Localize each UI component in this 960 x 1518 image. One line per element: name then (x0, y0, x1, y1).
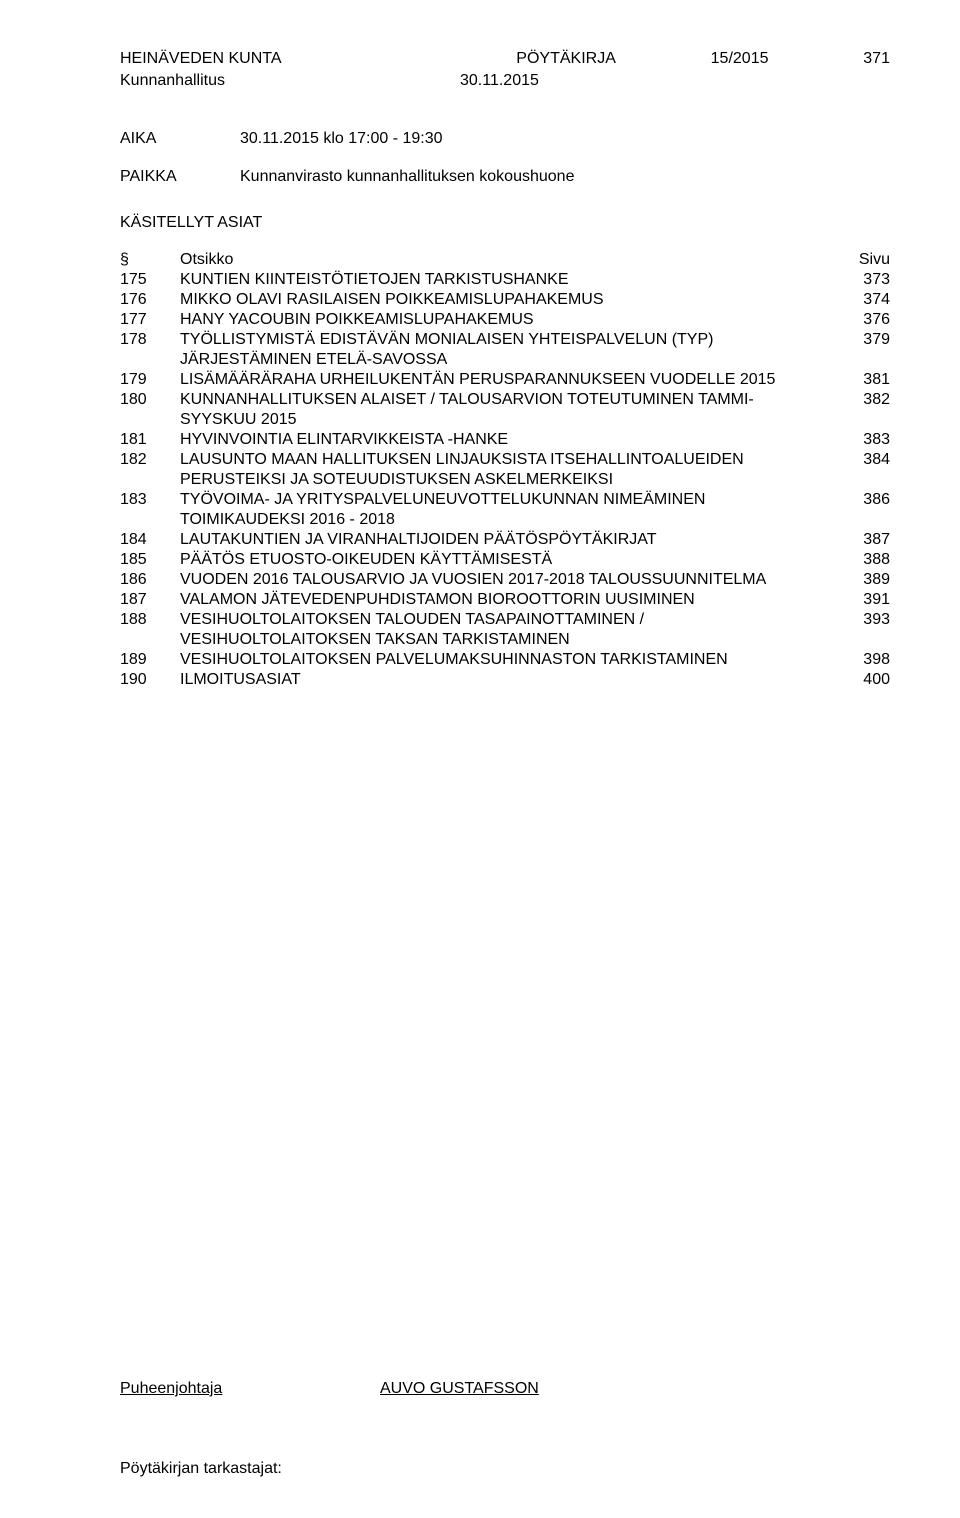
table-row: 186VUODEN 2016 TALOUSARVIO JA VUOSIEN 20… (120, 570, 890, 590)
item-number: 175 (120, 270, 180, 290)
item-page: 373 (830, 270, 890, 290)
col-header-section: § (120, 250, 180, 270)
item-title: MIKKO OLAVI RASILAISEN POIKKEAMISLUPAHAK… (180, 290, 830, 310)
subheader-line: Kunnanhallitus 30.11.2015 (120, 72, 890, 90)
item-title: LAUTAKUNTIEN JA VIRANHALTIJOIDEN PÄÄTÖSP… (180, 530, 830, 550)
item-number: 182 (120, 450, 180, 470)
col-header-title: Otsikko (180, 250, 830, 270)
item-page: 386 (830, 490, 890, 510)
item-title: KUNTIEN KIINTEISTÖTIETOJEN TARKISTUSHANK… (180, 270, 830, 290)
section-title: KÄSITELLYT ASIAT (120, 214, 890, 232)
item-number: 189 (120, 650, 180, 670)
item-title: VESIHUOLTOLAITOKSEN TALOUDEN TASAPAINOTT… (180, 610, 830, 650)
item-page: 384 (830, 450, 890, 470)
table-row: 177HANY YACOUBIN POIKKEAMISLUPAHAKEMUS37… (120, 310, 890, 330)
item-title: ILMOITUSASIAT (180, 670, 830, 690)
table-row: 181HYVINVOINTIA ELINTARVIKKEISTA -HANKE3… (120, 430, 890, 450)
item-number: 178 (120, 330, 180, 350)
item-title: LISÄMÄÄRÄRAHA URHEILUKENTÄN PERUSPARANNU… (180, 370, 830, 390)
signature-name: AUVO GUSTAFSSON (380, 1380, 890, 1398)
document-number: 15/2015 (711, 50, 769, 68)
item-title: TYÖVOIMA- JA YRITYSPALVELUNEUVOTTELUKUNN… (180, 490, 830, 530)
org-name: HEINÄVEDEN KUNTA (120, 50, 282, 68)
item-page: 379 (830, 330, 890, 350)
item-page: 382 (830, 390, 890, 410)
item-page: 400 (830, 670, 890, 690)
item-page: 398 (830, 650, 890, 670)
item-number: 179 (120, 370, 180, 390)
table-row: 175KUNTIEN KIINTEISTÖTIETOJEN TARKISTUSH… (120, 270, 890, 290)
item-page: 383 (830, 430, 890, 450)
agenda-table: § Otsikko Sivu 175KUNTIEN KIINTEISTÖTIET… (120, 250, 890, 690)
item-page: 388 (830, 550, 890, 570)
document-page: HEINÄVEDEN KUNTA PÖYTÄKIRJA 15/2015 371 … (0, 0, 960, 1518)
item-page: 387 (830, 530, 890, 550)
item-page: 374 (830, 290, 890, 310)
signature-role: Puheenjohtaja (120, 1380, 380, 1398)
item-title: TYÖLLISTYMISTÄ EDISTÄVÄN MONIALAISEN YHT… (180, 330, 830, 370)
table-row: 187VALAMON JÄTEVEDENPUHDISTAMON BIOROOTT… (120, 590, 890, 610)
footer-text: Pöytäkirjan tarkastajat: (120, 1460, 282, 1478)
table-row: 179LISÄMÄÄRÄRAHA URHEILUKENTÄN PERUSPARA… (120, 370, 890, 390)
paikka-value: Kunnanvirasto kunnanhallituksen kokoushu… (240, 168, 574, 186)
paikka-line: PAIKKA Kunnanvirasto kunnanhallituksen k… (120, 168, 890, 186)
table-row: 185PÄÄTÖS ETUOSTO-OIKEUDEN KÄYTTÄMISESTÄ… (120, 550, 890, 570)
item-page: 381 (830, 370, 890, 390)
item-title: VESIHUOLTOLAITOKSEN PALVELUMAKSUHINNASTO… (180, 650, 830, 670)
body-name: Kunnanhallitus (120, 72, 460, 90)
table-row: 188VESIHUOLTOLAITOKSEN TALOUDEN TASAPAIN… (120, 610, 890, 650)
aika-label: AIKA (120, 130, 240, 148)
table-row: 178TYÖLLISTYMISTÄ EDISTÄVÄN MONIALAISEN … (120, 330, 890, 370)
meeting-date: 30.11.2015 (460, 72, 539, 90)
aika-value: 30.11.2015 klo 17:00 - 19:30 (240, 130, 443, 148)
item-title: LAUSUNTO MAAN HALLITUKSEN LINJAUKSISTA I… (180, 450, 830, 490)
item-number: 187 (120, 590, 180, 610)
aika-line: AIKA 30.11.2015 klo 17:00 - 19:30 (120, 130, 890, 148)
item-page: 391 (830, 590, 890, 610)
paikka-label: PAIKKA (120, 168, 240, 186)
item-number: 180 (120, 390, 180, 410)
table-row: 176MIKKO OLAVI RASILAISEN POIKKEAMISLUPA… (120, 290, 890, 310)
item-page: 376 (830, 310, 890, 330)
item-number: 186 (120, 570, 180, 590)
item-title: PÄÄTÖS ETUOSTO-OIKEUDEN KÄYTTÄMISESTÄ (180, 550, 830, 570)
table-row: 183TYÖVOIMA- JA YRITYSPALVELUNEUVOTTELUK… (120, 490, 890, 530)
table-header-row: § Otsikko Sivu (120, 250, 890, 270)
item-title: HYVINVOINTIA ELINTARVIKKEISTA -HANKE (180, 430, 830, 450)
item-number: 185 (120, 550, 180, 570)
header-line: HEINÄVEDEN KUNTA PÖYTÄKIRJA 15/2015 371 (120, 50, 890, 68)
item-number: 188 (120, 610, 180, 630)
item-number: 181 (120, 430, 180, 450)
item-title: HANY YACOUBIN POIKKEAMISLUPAHAKEMUS (180, 310, 830, 330)
item-title: KUNNANHALLITUKSEN ALAISET / TALOUSARVION… (180, 390, 830, 430)
table-row: 190ILMOITUSASIAT400 (120, 670, 890, 690)
item-title: VALAMON JÄTEVEDENPUHDISTAMON BIOROOTTORI… (180, 590, 830, 610)
document-type: PÖYTÄKIRJA (516, 50, 616, 68)
item-number: 190 (120, 670, 180, 690)
item-number: 176 (120, 290, 180, 310)
item-number: 183 (120, 490, 180, 510)
table-row: 180KUNNANHALLITUKSEN ALAISET / TALOUSARV… (120, 390, 890, 430)
item-title: VUODEN 2016 TALOUSARVIO JA VUOSIEN 2017-… (180, 570, 830, 590)
item-number: 184 (120, 530, 180, 550)
item-number: 177 (120, 310, 180, 330)
item-page: 393 (830, 610, 890, 630)
item-page: 389 (830, 570, 890, 590)
table-row: 184LAUTAKUNTIEN JA VIRANHALTIJOIDEN PÄÄT… (120, 530, 890, 550)
table-row: 189VESIHUOLTOLAITOKSEN PALVELUMAKSUHINNA… (120, 650, 890, 670)
table-row: 182LAUSUNTO MAAN HALLITUKSEN LINJAUKSIST… (120, 450, 890, 490)
col-header-page: Sivu (830, 250, 890, 270)
signature-line: Puheenjohtaja AUVO GUSTAFSSON (120, 1380, 890, 1398)
page-number: 371 (863, 50, 890, 68)
